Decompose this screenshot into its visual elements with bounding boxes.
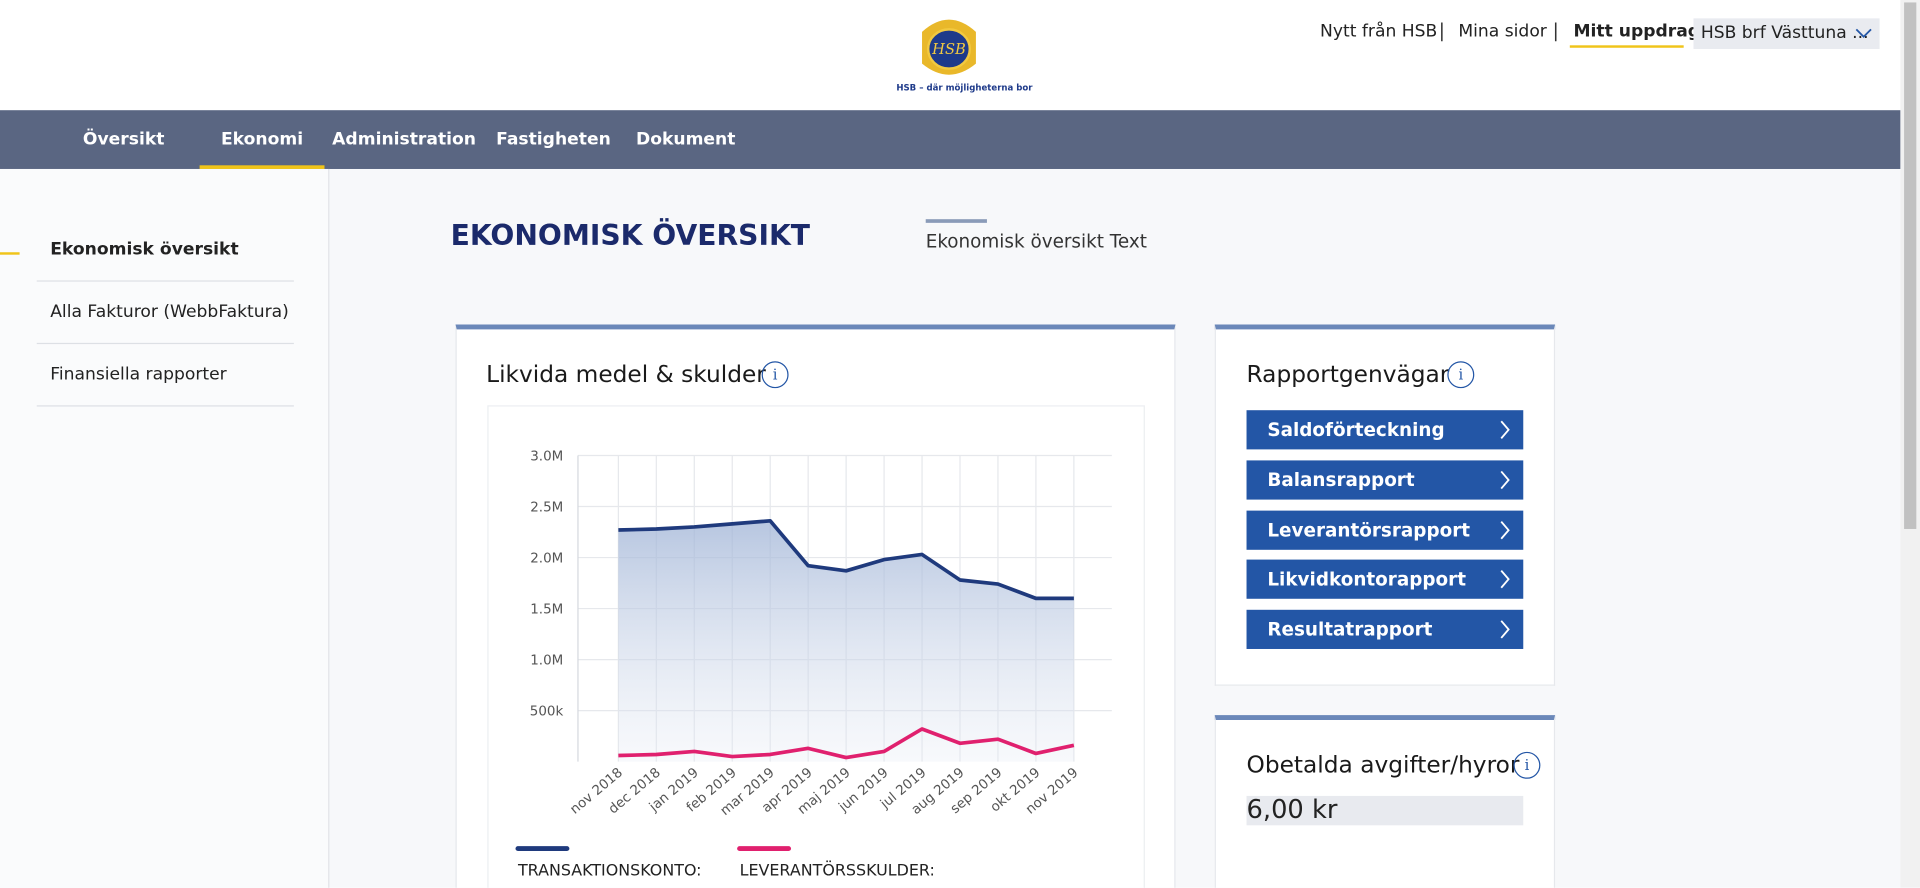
chevron [1855,28,1872,39]
report-button[interactable]: Resultatrapport [1246,610,1524,650]
nav-item[interactable]: Administration [332,129,477,150]
button-label: Likvidkontorapport [1267,568,1467,591]
nav-item[interactable]: Översikt [82,129,165,150]
scrollbar[interactable] [1900,0,1920,888]
report-button[interactable]: Leverantörsrapport [1246,510,1524,550]
sidebar-item[interactable]: Alla Fakturor (WebbFaktura) [50,302,289,323]
logo[interactable]: HSB [912,15,985,84]
divider [36,342,294,345]
info-icon[interactable]: i [1447,361,1475,389]
card-title: Obetalda avgifter/hyror [1246,751,1520,779]
top-link[interactable]: Mina sidor [1458,22,1547,42]
report-button[interactable]: Balansrapport [1246,460,1524,500]
chevron [1500,420,1510,439]
accent-line [925,219,987,223]
chart-frame [487,405,1145,888]
account-name: HSB brf Västtuna ... [1700,23,1869,43]
chevron [1500,570,1510,589]
chevron [1500,470,1510,489]
button-label: Saldoförteckning [1267,418,1445,441]
card-title: Likvida medel & skulder [486,361,766,389]
sidebar-item[interactable]: Finansiella rapporter [50,364,227,385]
value-box: 6,00 kr [1246,794,1524,826]
card-title: Rapportgenvägar [1246,361,1450,389]
nav-bar: Översikt Ekonomi Administration Fastighe… [0,110,1901,169]
nav-item-active[interactable]: Ekonomi [220,129,304,150]
unpaid-value: 6,00 kr [1246,794,1338,825]
sidebar: Ekonomisk översikt Alla Fakturor (WebbFa… [0,168,330,888]
page-title: EKONOMISK ÖVERSIKT [450,220,811,253]
active-underline [199,165,325,169]
report-button[interactable]: Likvidkontorapport [1246,560,1524,600]
button-label: Leverantörsrapport [1267,518,1471,541]
info-icon[interactable]: i [761,361,789,389]
sidebar-item-active[interactable]: Ekonomisk översikt [50,240,239,260]
logo-text: HSB – där möjligheterna bor [896,83,1033,94]
nav-item[interactable]: Fastigheten [496,129,611,150]
separator: | [1438,19,1445,42]
separator: | [1552,19,1559,42]
active-marker [0,252,20,255]
account-select[interactable]: HSB brf Västtuna ... [1693,18,1880,49]
divider [36,405,294,407]
report-button[interactable]: Saldoförteckning [1246,410,1524,450]
chevron [1500,620,1510,639]
scrollbar-thumb[interactable] [1904,2,1917,529]
active-underline [1569,45,1684,48]
button-label: Balansrapport [1267,468,1415,491]
top-link[interactable]: Nytt från HSB [1320,22,1438,42]
page-subtitle: Ekonomisk översikt Text [925,230,1147,253]
button-label: Resultatrapport [1267,618,1433,641]
nav-item[interactable]: Dokument [635,129,736,150]
logo-mark: HSB [931,41,966,58]
divider [36,280,294,282]
chevron [1500,520,1510,539]
top-link-active[interactable]: Mitt uppdrag [1573,22,1701,42]
info-icon[interactable]: i [1513,751,1541,779]
header: HSB HSB – där möjligheterna bor Nytt frå… [0,0,1901,111]
